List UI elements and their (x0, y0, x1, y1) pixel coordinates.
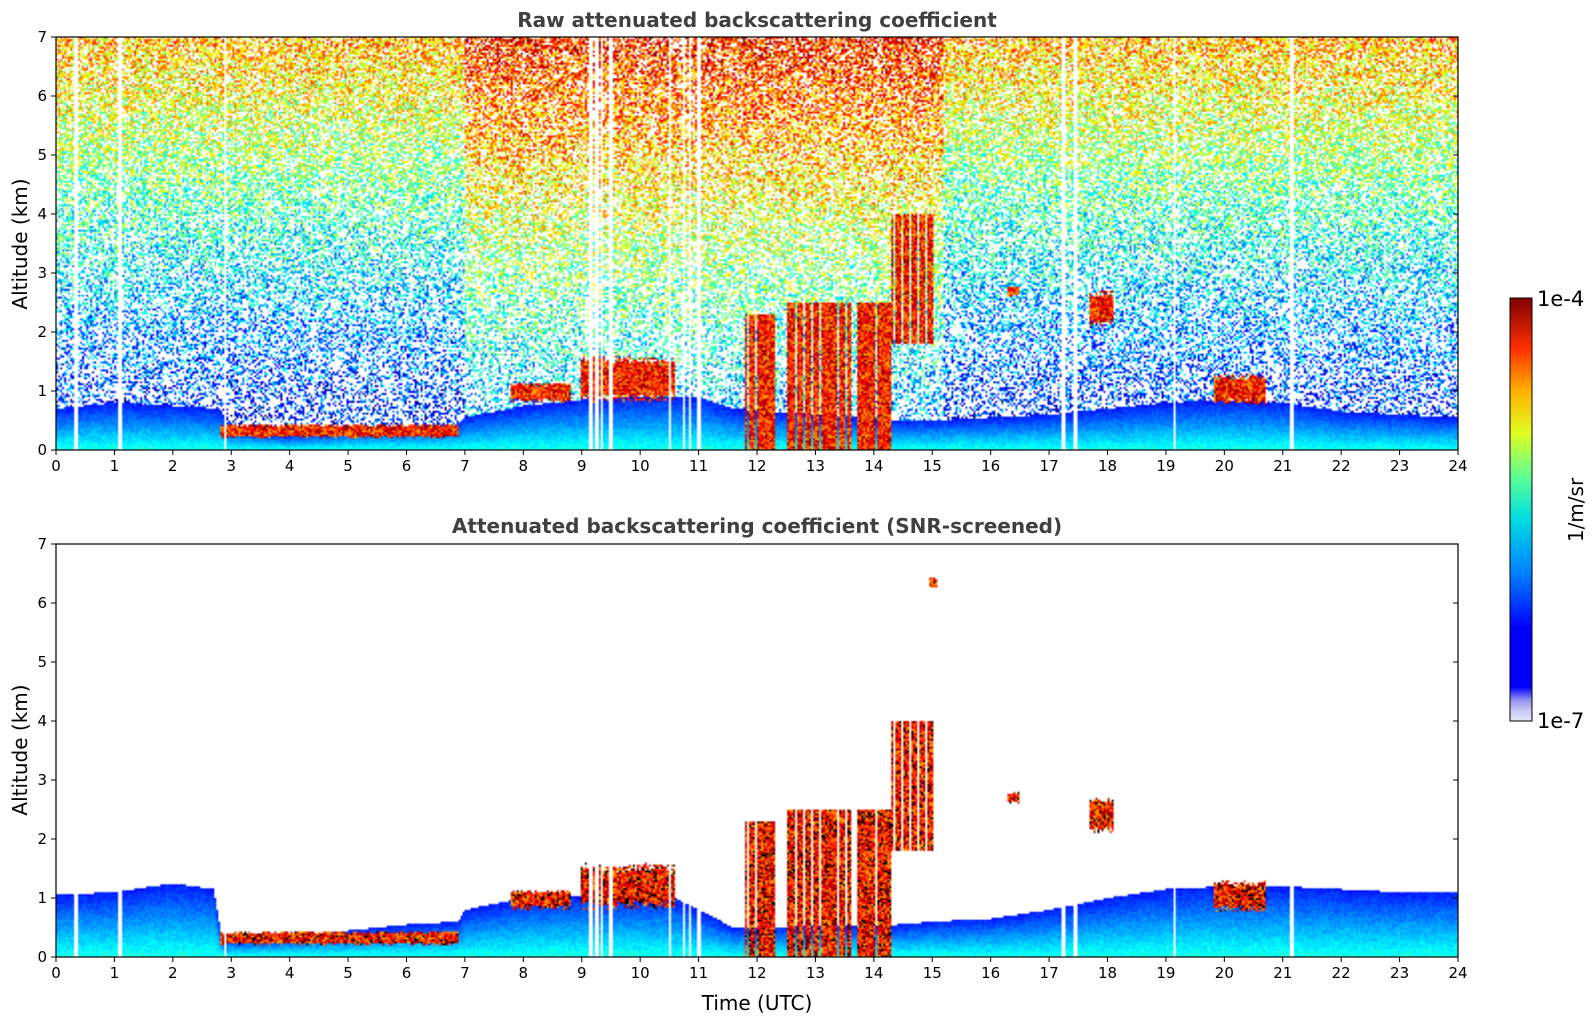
y-tick-label: 4 (37, 712, 47, 730)
top-panel-title: Raw attenuated backscattering coefficien… (517, 8, 997, 32)
x-tick-label: 7 (460, 964, 470, 982)
x-tick-label: 6 (402, 457, 412, 475)
x-tick-label: 11 (689, 964, 708, 982)
bottom-panel-y-axis-label: Altitude (km) (8, 684, 32, 815)
x-tick-label: 11 (689, 457, 708, 475)
y-tick-label: 1 (37, 889, 47, 907)
x-tick-label: 17 (1040, 964, 1059, 982)
x-tick-label: 12 (747, 964, 766, 982)
x-tick-label: 0 (51, 964, 61, 982)
x-tick-label: 10 (631, 964, 650, 982)
x-tick-label: 7 (460, 457, 470, 475)
x-tick-label: 18 (1098, 457, 1117, 475)
bottom-panel: Attenuated backscattering coefficient (S… (8, 514, 1468, 1015)
top-panel-y-axis-label: Altitude (km) (8, 178, 32, 309)
y-tick-label: 0 (37, 441, 47, 459)
x-tick-label: 18 (1098, 964, 1117, 982)
y-tick-label: 0 (37, 948, 47, 966)
x-tick-label: 19 (1156, 964, 1175, 982)
bottom-panel-heatmap (56, 544, 1458, 957)
x-tick-label: 1 (110, 964, 120, 982)
x-axis-label: Time (UTC) (701, 991, 813, 1015)
x-tick-label: 21 (1273, 457, 1292, 475)
x-tick-label: 0 (51, 457, 61, 475)
y-tick-label: 5 (37, 653, 47, 671)
y-tick-label: 3 (37, 264, 47, 282)
x-tick-label: 24 (1448, 964, 1467, 982)
top-panel-ticks: 0 1 2 3 4 5 6 7 8 9 10 11 12 13 14 15 16 17 18 19 20 21 22 23 24… (37, 28, 1467, 475)
x-tick-label: 23 (1390, 457, 1409, 475)
x-tick-label: 14 (864, 964, 883, 982)
y-tick-label: 4 (37, 205, 47, 223)
x-tick-label: 15 (923, 964, 942, 982)
y-tick-label: 2 (37, 323, 47, 341)
colorbar: 1e-4 1e-7 1/m/sr (1509, 287, 1588, 733)
x-tick-label: 2 (168, 964, 178, 982)
y-tick-label: 6 (37, 87, 47, 105)
x-tick-label: 23 (1390, 964, 1409, 982)
x-tick-label: 9 (577, 964, 587, 982)
x-tick-label: 1 (110, 457, 120, 475)
x-tick-label: 22 (1332, 964, 1351, 982)
x-tick-label: 17 (1040, 457, 1059, 475)
y-tick-label: 5 (37, 146, 47, 164)
top-panel: Raw attenuated backscattering coefficien… (8, 8, 1468, 475)
x-tick-label: 20 (1215, 457, 1234, 475)
x-tick-label: 19 (1156, 457, 1175, 475)
x-tick-label: 5 (343, 457, 353, 475)
x-tick-label: 4 (285, 457, 295, 475)
x-tick-label: 10 (631, 457, 650, 475)
y-tick-label: 7 (37, 28, 47, 46)
x-tick-label: 24 (1448, 457, 1467, 475)
x-tick-label: 20 (1215, 964, 1234, 982)
x-tick-label: 5 (343, 964, 353, 982)
x-tick-label: 21 (1273, 964, 1292, 982)
y-tick-label: 7 (37, 535, 47, 553)
x-tick-label: 4 (285, 964, 295, 982)
x-tick-label: 16 (981, 457, 1000, 475)
y-tick-label: 2 (37, 830, 47, 848)
x-tick-label: 15 (923, 457, 942, 475)
x-tick-label: 8 (519, 964, 529, 982)
colorbar-max-label: 1e-4 (1537, 287, 1584, 311)
colorbar-unit-label: 1/m/sr (1564, 477, 1588, 542)
bottom-panel-title: Attenuated backscattering coefficient (S… (452, 514, 1062, 538)
top-panel-heatmap (56, 37, 1458, 450)
bottom-panel-ticks: 0 1 2 3 4 5 6 7 8 9 10 11 12 13 14 15 16 17 18 19 20 21 22 23 24… (37, 535, 1467, 982)
x-tick-label: 12 (747, 457, 766, 475)
x-tick-label: 14 (864, 457, 883, 475)
x-tick-label: 3 (226, 964, 236, 982)
colorbar-gradient (1509, 297, 1533, 722)
x-tick-label: 3 (226, 457, 236, 475)
x-tick-label: 2 (168, 457, 178, 475)
x-tick-label: 6 (402, 964, 412, 982)
x-tick-label: 16 (981, 964, 1000, 982)
x-tick-label: 22 (1332, 457, 1351, 475)
x-tick-label: 13 (806, 964, 825, 982)
colorbar-min-label: 1e-7 (1537, 709, 1584, 733)
y-tick-label: 6 (37, 594, 47, 612)
x-tick-label: 13 (806, 457, 825, 475)
x-tick-label: 9 (577, 457, 587, 475)
y-tick-label: 1 (37, 382, 47, 400)
x-tick-label: 8 (519, 457, 529, 475)
y-tick-label: 3 (37, 771, 47, 789)
